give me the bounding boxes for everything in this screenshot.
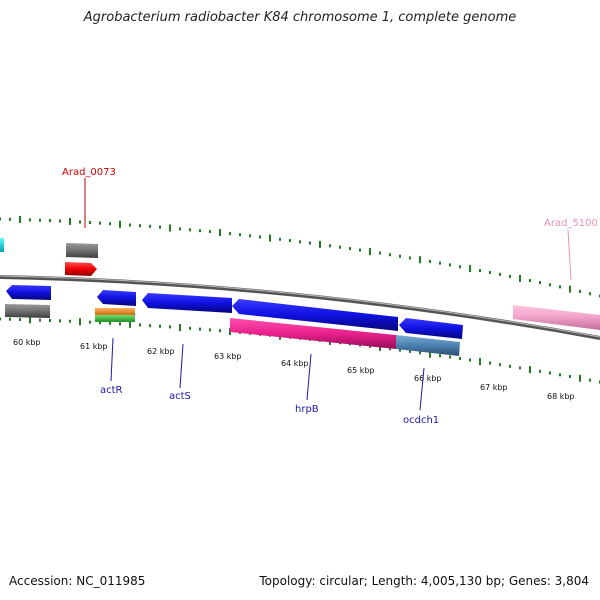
outer-tick-track [0, 216, 600, 298]
gene-label-arad-0073[interactable]: Arad_0073 [62, 167, 116, 178]
scale-label: 60 kbp [13, 338, 41, 347]
cds-arrow-actR[interactable] [97, 290, 136, 306]
scale-label: 67 kbp [480, 383, 508, 392]
chromosome-backbone-highlight [0, 275, 600, 338]
cds-arrow-hrpB[interactable] [232, 299, 398, 331]
scale-label: 68 kbp [547, 392, 575, 401]
gene-label-actR[interactable]: actR [100, 385, 123, 396]
genome-summary-text: Topology: circular; Length: 4,005,130 bp… [259, 574, 589, 588]
green-feature-actR[interactable] [95, 315, 135, 322]
gray-feature-arad-0073[interactable] [66, 243, 98, 258]
chromosome-backbone [0, 275, 600, 340]
scale-label: 62 kbp [147, 347, 175, 356]
scale-label: 61 kbp [80, 342, 108, 351]
steelblue-feature-ocdch1[interactable] [396, 335, 460, 356]
scale-label: 65 kbp [347, 366, 375, 375]
orange-feature-actR[interactable] [95, 308, 135, 315]
cds-arrow-left-1[interactable] [6, 285, 51, 300]
leader-hrpB [306, 353, 312, 401]
cyan-feature-partial[interactable] [0, 238, 4, 252]
red-feature-arad-0073[interactable] [65, 262, 97, 276]
magenta-feature-hrpB[interactable] [230, 318, 396, 349]
cds-arrow-ocdch1[interactable] [399, 318, 463, 339]
accession-text: Accession: NC_011985 [9, 574, 146, 588]
gene-label-hrpB[interactable]: hrpB [295, 404, 319, 415]
leader-arad-5100 [567, 229, 572, 281]
leader-ocdch1 [419, 367, 425, 411]
gene-label-actS[interactable]: actS [169, 391, 191, 402]
scale-label: 66 kbp [414, 374, 442, 383]
scale-label: 64 kbp [281, 359, 309, 368]
gene-label-ocdch1[interactable]: ocdch1 [403, 415, 439, 426]
map-title: Agrobacterium radiobacter K84 chromosome… [83, 10, 517, 25]
gray-feature-left[interactable] [5, 304, 50, 318]
gene-label-arad-5100[interactable]: Arad_5100 [544, 218, 598, 229]
leader-actR [110, 337, 114, 382]
scale-label: 63 kbp [214, 352, 242, 361]
leader-actS [179, 343, 184, 389]
pink-feature-arad-5100[interactable] [513, 305, 600, 330]
cds-arrow-actS[interactable] [142, 293, 232, 313]
